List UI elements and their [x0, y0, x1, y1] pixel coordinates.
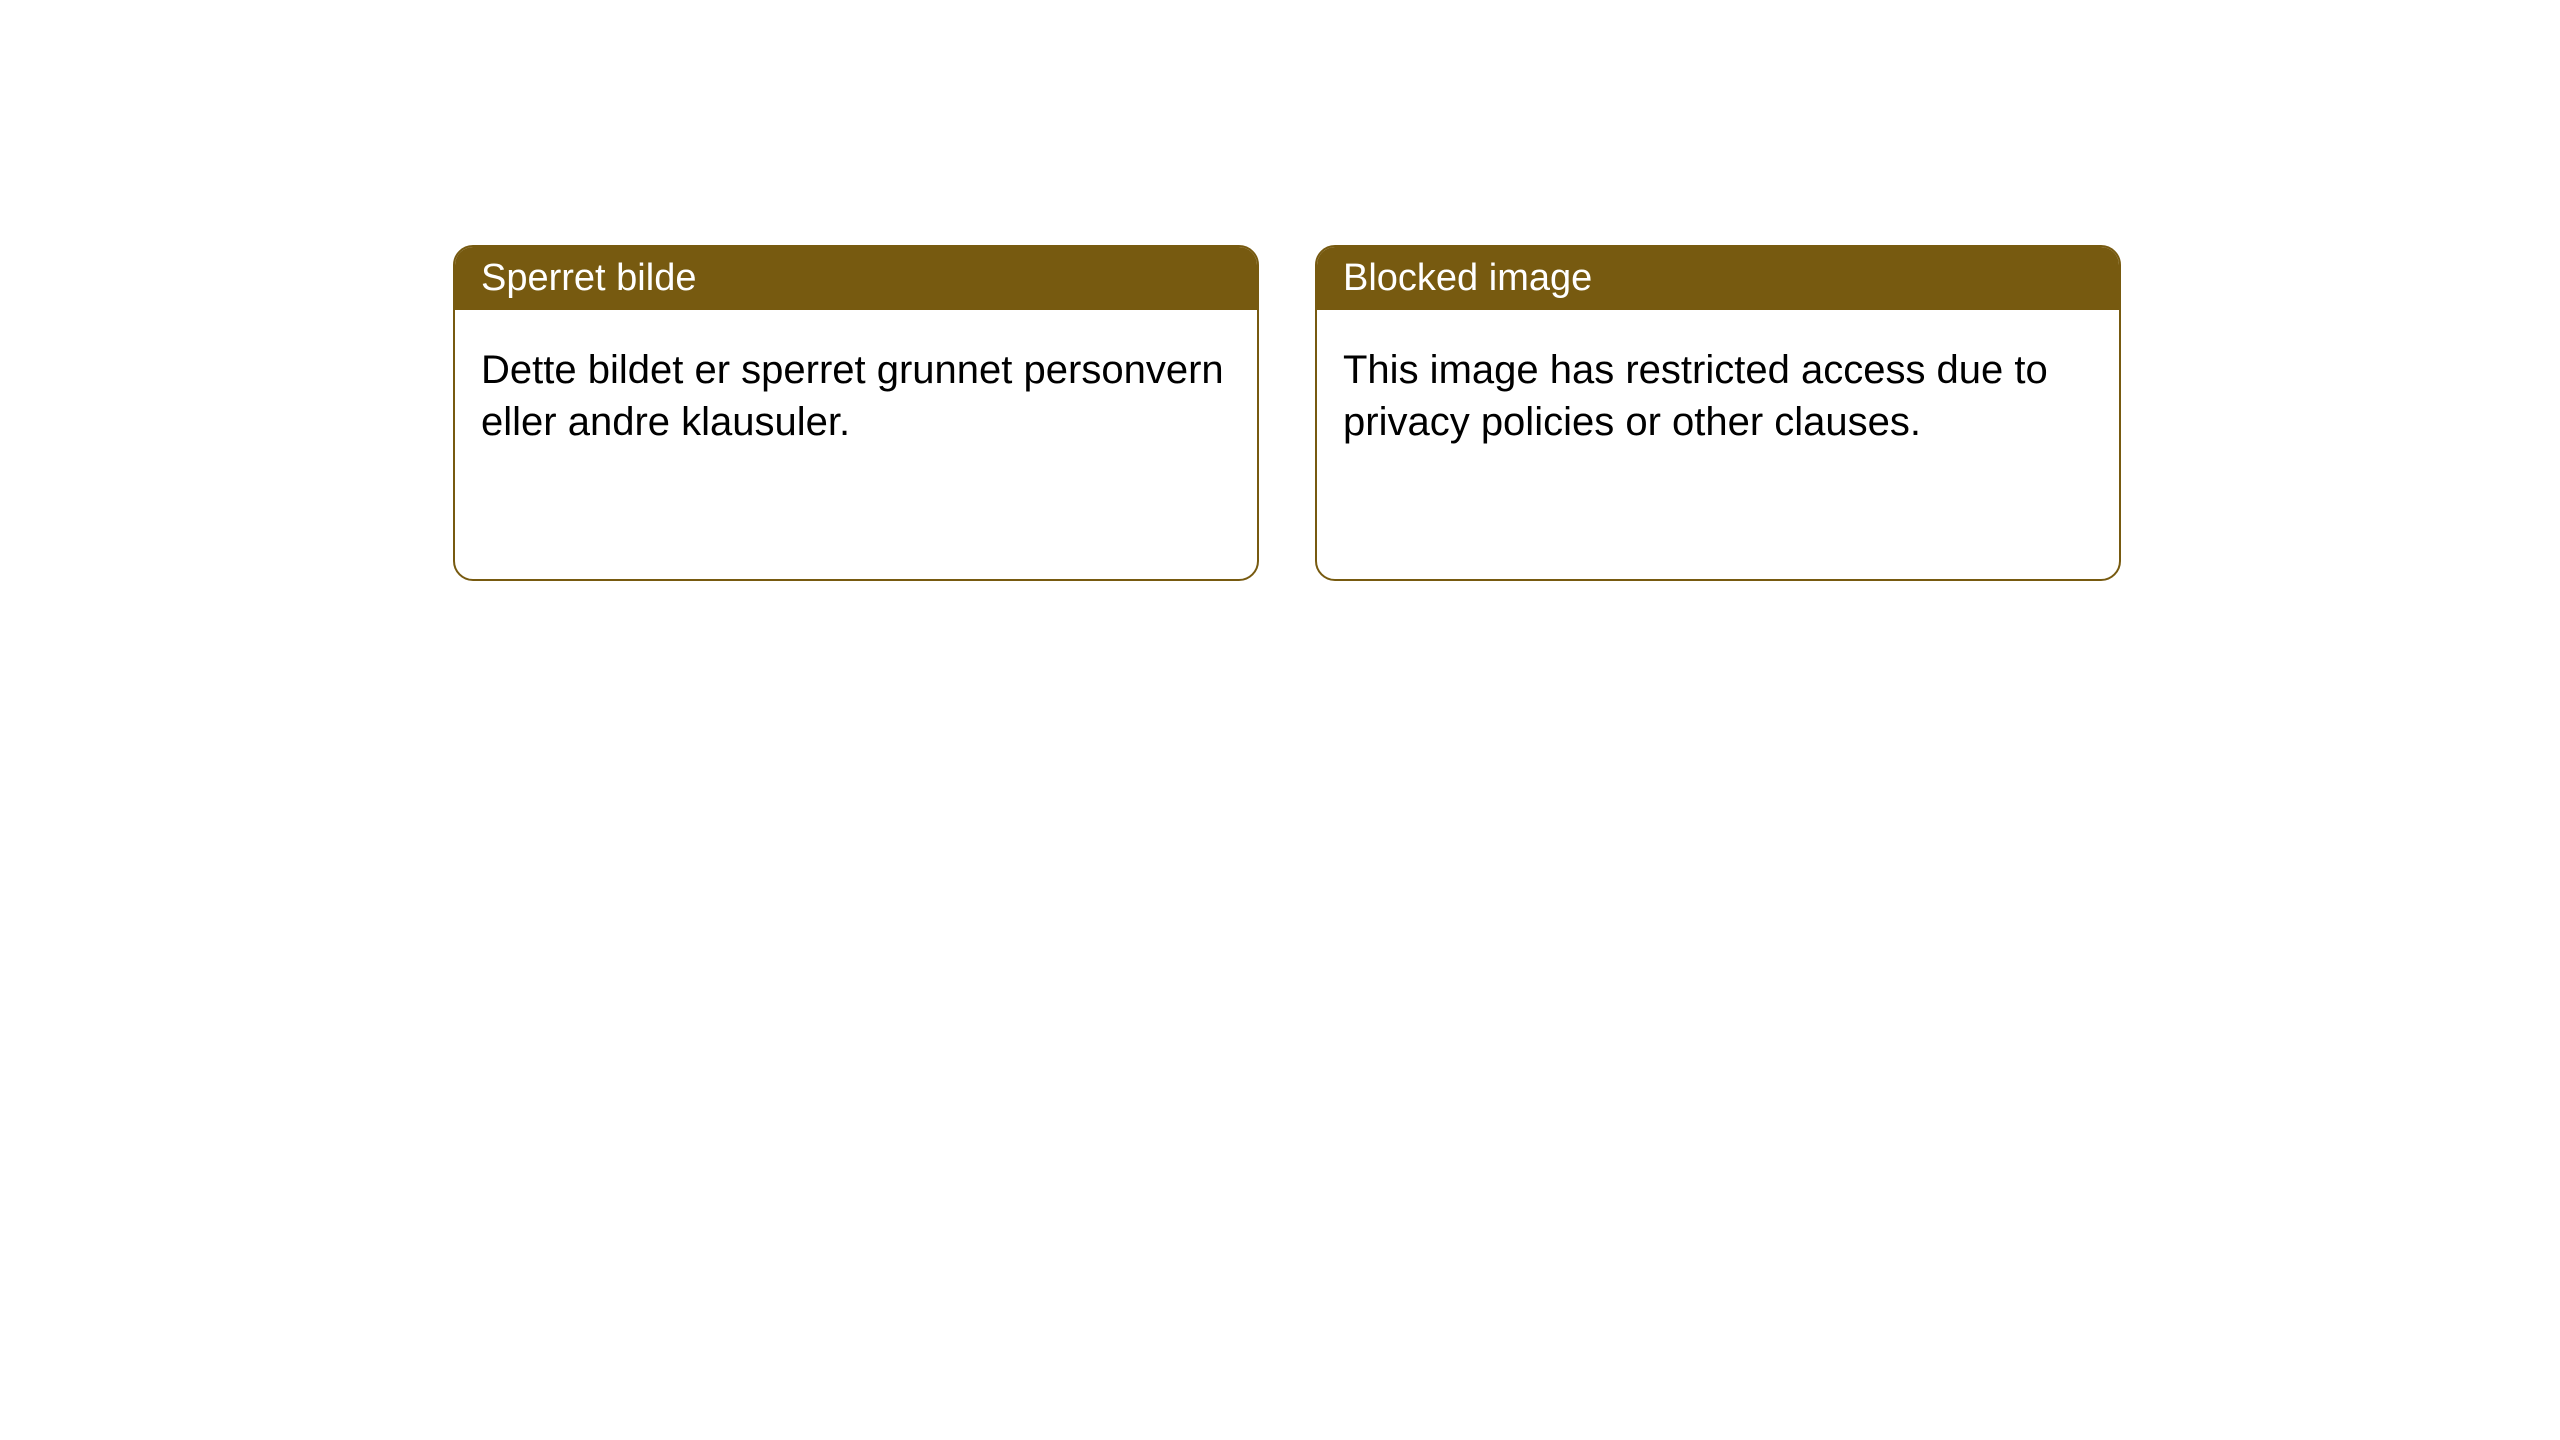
card-title: Sperret bilde: [481, 257, 696, 299]
card-message: Dette bildet er sperret grunnet personve…: [481, 348, 1224, 444]
card-body-norwegian: Dette bildet er sperret grunnet personve…: [455, 310, 1257, 482]
card-body-english: This image has restricted access due to …: [1317, 310, 2119, 482]
notice-card-english: Blocked image This image has restricted …: [1315, 245, 2121, 581]
card-header-norwegian: Sperret bilde: [455, 247, 1257, 310]
card-title: Blocked image: [1343, 257, 1592, 299]
card-header-english: Blocked image: [1317, 247, 2119, 310]
notice-card-norwegian: Sperret bilde Dette bildet er sperret gr…: [453, 245, 1259, 581]
card-message: This image has restricted access due to …: [1343, 348, 2048, 444]
notice-cards-container: Sperret bilde Dette bildet er sperret gr…: [0, 0, 2560, 581]
